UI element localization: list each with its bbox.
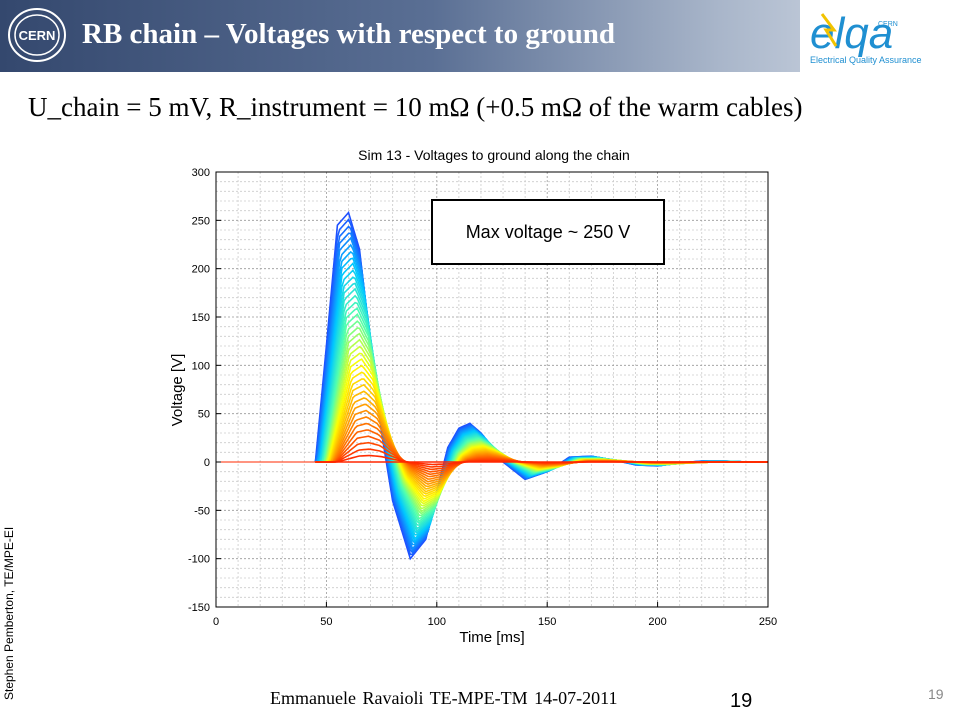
x-tick-label: 250 (759, 616, 777, 628)
y-tick-label: 300 (192, 167, 210, 179)
voltage-curve (315, 276, 768, 535)
footer-date: 14-07-2011 (534, 688, 618, 708)
subtitle: U_chain = 5 mV, R_instrument = 10 mΩ (+0… (28, 92, 803, 122)
page-number-small: 19 (928, 686, 944, 702)
voltage-curve (314, 218, 768, 556)
footer-author: Emmanuele Ravaioli (270, 688, 424, 708)
page-number: 19 (730, 690, 753, 712)
voltage-curve (314, 225, 768, 554)
x-tick-label: 0 (213, 616, 219, 628)
y-axis-label: Voltage [V] (169, 354, 186, 427)
cern-logo-text: CERN (19, 28, 56, 43)
chart-series (216, 210, 768, 561)
voltage-curve (314, 232, 768, 553)
cern-logo: CERN (8, 8, 66, 62)
annotation-text: Max voltage ~ 250 V (466, 222, 631, 242)
voltage-curve (315, 257, 768, 543)
y-tick-label: -50 (194, 505, 210, 517)
x-tick-label: 50 (320, 616, 332, 628)
voltage-curve (315, 236, 768, 551)
voltage-curve (315, 243, 768, 546)
elqa-logo: elqa CERN Electrical Quality Assurance (800, 0, 960, 72)
chart-area: Sim 13 - Voltages to ground along the ch… (124, 134, 836, 664)
x-axis-label: Time [ms] (459, 629, 524, 646)
plot-frame (215, 171, 769, 608)
slide-title: RB chain – Voltages with respect to grou… (82, 18, 616, 50)
header-bar: CERN RB chain – Voltages with respect to… (0, 0, 960, 72)
elqa-small-text: CERN (878, 21, 898, 28)
y-tick-label: -150 (188, 602, 210, 614)
y-tick-label: -100 (188, 554, 210, 566)
chart-title: Sim 13 - Voltages to ground along the ch… (358, 147, 630, 163)
voltage-curve (315, 250, 768, 544)
side-note: Stephen Pemberton, TE/MPE-EI (2, 526, 16, 700)
x-tick-label: 100 (428, 616, 446, 628)
chart-ticks: 0 50 100 150 200 250 -150 -100 -50 0 50 100 150 200 25… (188, 167, 777, 628)
y-tick-label: 250 (192, 215, 210, 227)
y-tick-label: 0 (204, 457, 210, 469)
y-tick-label: 200 (192, 264, 210, 276)
lightning-icon (820, 13, 838, 47)
voltage-curve (315, 262, 768, 540)
elqa-caption: Electrical Quality Assurance (810, 55, 922, 65)
y-tick-label: 100 (192, 360, 210, 372)
footer-group: TE-MPE-TM (429, 688, 528, 708)
x-tick-label: 150 (538, 616, 556, 628)
chart-svg: Sim 13 - Voltages to ground along the ch… (169, 147, 777, 646)
y-tick-label: 50 (198, 409, 210, 421)
x-tick-label: 200 (648, 616, 666, 628)
footer-text: Emmanuele Ravaioli TE-MPE-TM 14-07-2011 (270, 688, 617, 709)
voltage-curve (315, 269, 768, 536)
annotation-box: Max voltage ~ 250 V (431, 199, 665, 265)
y-tick-label: 150 (192, 312, 210, 324)
